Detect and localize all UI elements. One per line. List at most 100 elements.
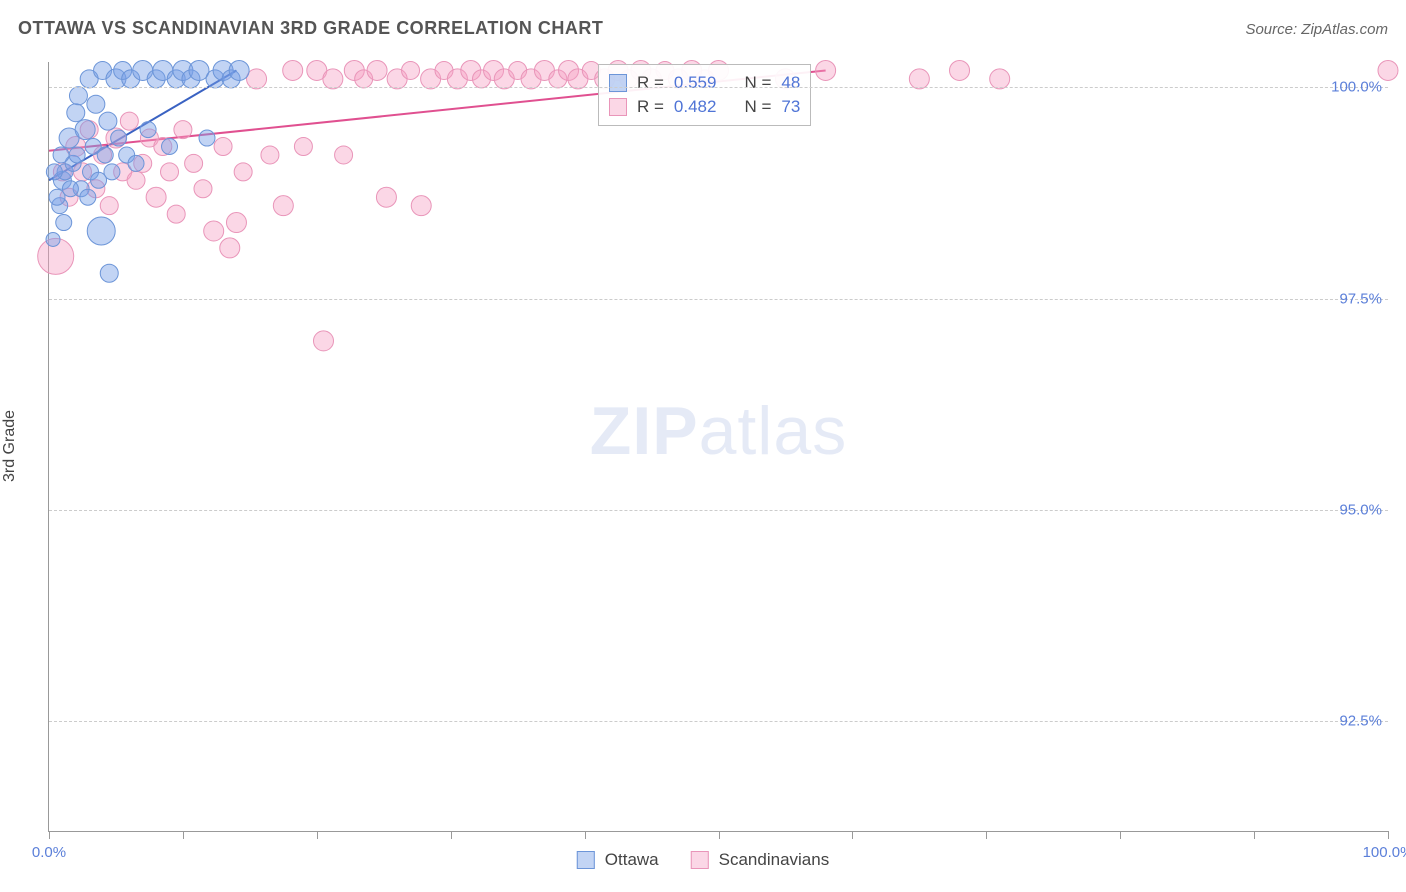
chart-title: OTTAWA VS SCANDINAVIAN 3RD GRADE CORRELA… — [18, 18, 603, 39]
plot-area: ZIPatlas R =0.559N =48R =0.482N =73 92.5… — [48, 62, 1388, 832]
data-point — [402, 61, 420, 79]
data-point — [411, 196, 431, 216]
legend-item: Scandinavians — [691, 850, 830, 870]
data-point — [323, 69, 343, 89]
x-tick — [49, 831, 50, 839]
data-point — [146, 187, 166, 207]
data-point — [80, 189, 96, 205]
data-point — [104, 164, 120, 180]
data-point — [367, 60, 387, 80]
r-value: 0.482 — [674, 97, 717, 117]
x-tick — [1254, 831, 1255, 839]
data-point — [162, 139, 178, 155]
data-point — [313, 331, 333, 351]
y-tick-label: 95.0% — [1339, 501, 1382, 518]
data-point — [199, 130, 215, 146]
n-value: 73 — [781, 97, 800, 117]
data-point — [204, 221, 224, 241]
data-point — [214, 138, 232, 156]
legend-swatch-icon — [577, 851, 595, 869]
x-tick — [317, 831, 318, 839]
series-swatch-icon — [609, 98, 627, 116]
data-point — [100, 197, 118, 215]
data-point — [97, 147, 113, 163]
y-axis-label: 3rd Grade — [1, 410, 19, 482]
grid-line — [49, 299, 1388, 300]
data-point — [62, 181, 78, 197]
chart-header: OTTAWA VS SCANDINAVIAN 3RD GRADE CORRELA… — [18, 18, 1388, 39]
data-point — [46, 232, 60, 246]
r-label: R = — [637, 73, 664, 93]
data-point — [816, 60, 836, 80]
x-tick — [1388, 831, 1389, 839]
legend-item: Ottawa — [577, 850, 659, 870]
grid-line — [49, 721, 1388, 722]
legend-label: Scandinavians — [719, 850, 830, 870]
y-tick-label: 100.0% — [1331, 79, 1382, 96]
data-point — [140, 122, 156, 138]
data-point — [950, 60, 970, 80]
n-value: 48 — [781, 73, 800, 93]
data-point — [234, 163, 252, 181]
info-row: R = 0.482 N = 73 — [609, 95, 800, 119]
legend-swatch-icon — [691, 851, 709, 869]
x-tick — [451, 831, 452, 839]
data-point — [111, 130, 127, 146]
data-point — [69, 87, 87, 105]
data-point — [127, 171, 145, 189]
data-point — [120, 112, 138, 130]
data-point — [87, 95, 105, 113]
x-tick — [852, 831, 853, 839]
grid-line — [49, 510, 1388, 511]
data-point — [167, 205, 185, 223]
legend: Ottawa Scandinavians — [577, 850, 829, 870]
data-point — [990, 69, 1010, 89]
x-tick — [183, 831, 184, 839]
data-point — [294, 138, 312, 156]
chart-source: Source: ZipAtlas.com — [1245, 21, 1388, 38]
data-point — [100, 264, 118, 282]
data-point — [229, 60, 249, 80]
data-point — [67, 104, 85, 122]
data-point — [247, 69, 267, 89]
data-point — [261, 146, 279, 164]
data-point — [174, 121, 192, 139]
data-point — [185, 154, 203, 172]
x-tick — [585, 831, 586, 839]
r-label: R = — [637, 97, 664, 117]
data-point — [909, 69, 929, 89]
legend-label: Ottawa — [605, 850, 659, 870]
data-point — [226, 213, 246, 233]
data-point — [335, 146, 353, 164]
data-point — [376, 187, 396, 207]
x-tick-label: 100.0% — [1363, 844, 1406, 861]
data-point — [53, 147, 69, 163]
x-tick — [1120, 831, 1121, 839]
correlation-info-box: R = 0.559 N = 48 R = 0.482 N = 73 — [598, 64, 811, 126]
series-swatch-icon — [609, 74, 627, 92]
data-point — [46, 164, 62, 180]
x-tick — [986, 831, 987, 839]
data-point — [69, 147, 85, 163]
n-label: N = — [744, 97, 771, 117]
data-point — [273, 196, 293, 216]
data-point — [75, 120, 95, 140]
grid-line — [49, 87, 1388, 88]
data-point — [1378, 60, 1398, 80]
y-tick-label: 92.5% — [1339, 713, 1382, 730]
y-tick-label: 97.5% — [1339, 290, 1382, 307]
data-point — [87, 217, 115, 245]
n-label: N = — [744, 73, 771, 93]
x-tick-label: 0.0% — [32, 844, 66, 861]
data-point — [99, 112, 117, 130]
data-point — [56, 215, 72, 231]
data-point — [283, 60, 303, 80]
data-point — [161, 163, 179, 181]
x-tick — [719, 831, 720, 839]
info-row: R = 0.559 N = 48 — [609, 71, 800, 95]
scatter-points — [49, 62, 1388, 831]
r-value: 0.559 — [674, 73, 717, 93]
data-point — [128, 155, 144, 171]
data-point — [194, 180, 212, 198]
data-point — [220, 238, 240, 258]
